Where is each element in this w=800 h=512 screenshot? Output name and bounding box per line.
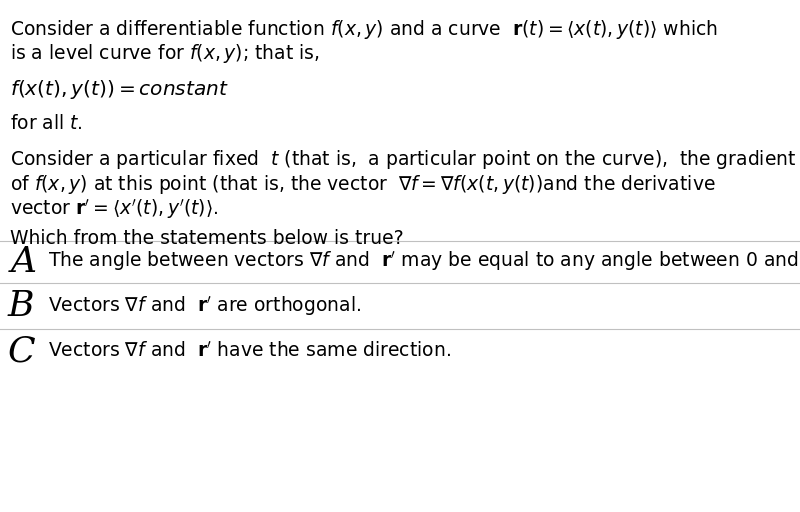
Text: The angle between vectors $\nabla f$ and  $\mathbf{r}'$ may be equal to any angl: The angle between vectors $\nabla f$ and… <box>48 249 800 273</box>
Text: B: B <box>8 289 34 323</box>
Text: $f(x(t), y(t)) = \mathit{constant}$: $f(x(t), y(t)) = \mathit{constant}$ <box>10 78 230 101</box>
Text: Vectors $\nabla f$ and  $\mathbf{r}'$ are orthogonal.: Vectors $\nabla f$ and $\mathbf{r}'$ are… <box>48 294 362 317</box>
Text: A: A <box>10 245 37 279</box>
Text: vector $\mathbf{r}' = \langle x'(t), y'(t)\rangle$.: vector $\mathbf{r}' = \langle x'(t), y'(… <box>10 197 219 221</box>
Text: Consider a differentiable function $f(x, y)$ and a curve  $\mathbf{r}(t) = \lang: Consider a differentiable function $f(x,… <box>10 18 718 41</box>
Text: Which from the statements below is true?: Which from the statements below is true? <box>10 229 404 248</box>
Text: C: C <box>8 335 36 369</box>
Text: for all $t$.: for all $t$. <box>10 114 83 133</box>
Text: is a level curve for $f(x, y)$; that is,: is a level curve for $f(x, y)$; that is, <box>10 42 320 65</box>
Text: Vectors $\nabla f$ and  $\mathbf{r}'$ have the same direction.: Vectors $\nabla f$ and $\mathbf{r}'$ hav… <box>48 342 451 361</box>
Text: Consider a particular fixed  $t$ (that is,  a particular point on the curve),  t: Consider a particular fixed $t$ (that is… <box>10 148 797 172</box>
Text: of $f(x, y)$ at this point (that is, the vector  $\nabla f = \nabla f(x(t, y(t)): of $f(x, y)$ at this point (that is, the… <box>10 173 716 196</box>
